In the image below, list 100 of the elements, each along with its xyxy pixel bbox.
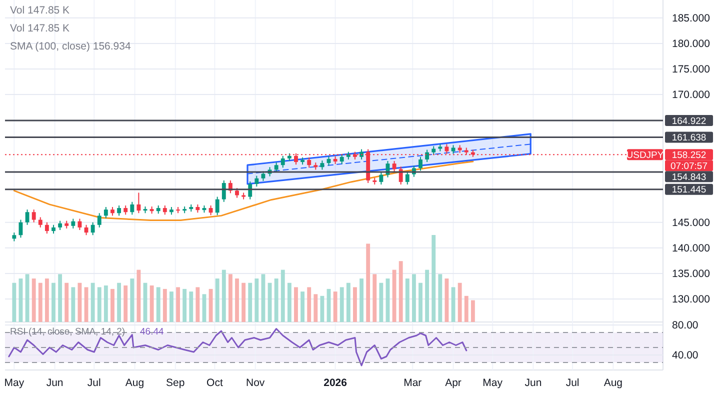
bar xyxy=(287,282,292,322)
bar xyxy=(366,244,370,322)
bar xyxy=(64,282,69,322)
candlestick xyxy=(32,209,36,223)
ref-line-label: 154.843 xyxy=(672,172,706,183)
bar xyxy=(78,282,82,322)
bar xyxy=(228,274,232,322)
y-tick-label: 135.000 xyxy=(672,268,710,280)
bar xyxy=(124,285,128,322)
y-tick-label: 130.000 xyxy=(672,294,710,306)
x-tick-label: Aug xyxy=(125,377,144,389)
candlestick xyxy=(425,149,430,163)
bar xyxy=(470,300,475,322)
bar xyxy=(58,274,62,322)
bar xyxy=(458,282,462,322)
candlestick xyxy=(280,155,285,168)
bar xyxy=(215,278,220,322)
candlestick xyxy=(117,204,121,216)
y-tick-label: 40.00 xyxy=(672,350,698,362)
ref-line-label: 151.445 xyxy=(672,184,706,196)
candlestick xyxy=(130,201,134,216)
bar xyxy=(248,282,252,322)
bar xyxy=(300,292,305,322)
candlestick xyxy=(360,148,364,160)
bar xyxy=(189,292,194,322)
candlestick xyxy=(235,188,239,198)
candlestick xyxy=(38,216,42,228)
candlestick xyxy=(340,154,344,165)
y-tick-label: 180.000 xyxy=(672,38,710,50)
candlestick xyxy=(274,162,278,173)
bar xyxy=(52,282,56,322)
x-tick-label: Mar xyxy=(404,377,422,389)
x-tick-label: Nov xyxy=(246,377,266,389)
bar xyxy=(372,274,377,322)
x-tick-label: Apr xyxy=(445,377,462,389)
bar xyxy=(333,292,338,322)
bar xyxy=(405,278,410,322)
bar xyxy=(12,282,16,322)
bar xyxy=(340,287,344,322)
annotation: RSI (14, close, SMA, 14, 2) xyxy=(10,326,126,338)
bar xyxy=(464,296,468,322)
bar xyxy=(274,278,278,322)
y-tick-label: 175.000 xyxy=(672,64,710,76)
candlestick xyxy=(222,180,226,202)
bar xyxy=(451,287,456,322)
bar xyxy=(425,270,430,322)
x-tick-label: Aug xyxy=(604,377,623,389)
bar xyxy=(412,274,416,322)
bar xyxy=(242,282,246,322)
x-tick-label: Jun xyxy=(46,377,64,389)
bar xyxy=(162,288,167,322)
bar xyxy=(392,270,396,322)
bar xyxy=(170,292,174,322)
candlestick xyxy=(90,222,95,236)
candlestick xyxy=(320,160,324,170)
candlestick xyxy=(162,204,167,216)
bar xyxy=(156,287,160,322)
bar xyxy=(307,287,312,322)
bar xyxy=(280,270,285,322)
candlestick xyxy=(25,209,30,226)
ref-line-label: 158.252 xyxy=(672,150,706,161)
candlestick xyxy=(418,156,422,172)
candlestick xyxy=(254,175,259,188)
bar xyxy=(254,278,259,322)
bar xyxy=(235,278,239,322)
bar xyxy=(208,288,213,322)
ref-line-label: 164.922 xyxy=(672,116,706,127)
bar xyxy=(432,235,436,322)
candlestick xyxy=(379,172,384,186)
candlestick xyxy=(124,204,128,216)
annotation: SMA (100, close) 156.934 xyxy=(10,40,131,53)
x-tick-label: 2026 xyxy=(324,377,348,389)
x-tick-label: Jul xyxy=(87,377,101,389)
candlestick xyxy=(215,196,220,216)
bar xyxy=(117,282,121,322)
bar xyxy=(32,278,36,322)
bar xyxy=(196,287,200,322)
candlestick xyxy=(78,218,82,230)
bar xyxy=(150,285,154,322)
bar xyxy=(314,294,318,322)
candlestick xyxy=(398,166,403,186)
annotation: Vol 147.85 K xyxy=(10,22,70,35)
candlestick xyxy=(71,218,76,229)
candlestick xyxy=(97,212,102,228)
x-tick-label: Jul xyxy=(566,377,580,389)
bar xyxy=(71,287,76,322)
candlestick xyxy=(136,192,141,214)
candlestick xyxy=(208,204,213,216)
bar xyxy=(38,282,42,322)
y-tick-label: 145.000 xyxy=(672,217,710,230)
candlestick xyxy=(104,206,108,219)
candlestick xyxy=(58,220,62,230)
candlestick xyxy=(307,156,312,168)
bar xyxy=(346,282,350,322)
bar xyxy=(398,261,403,322)
bar xyxy=(176,287,180,322)
bar xyxy=(97,287,102,322)
bar xyxy=(294,287,298,322)
bar xyxy=(136,270,141,322)
candlestick xyxy=(44,222,49,234)
